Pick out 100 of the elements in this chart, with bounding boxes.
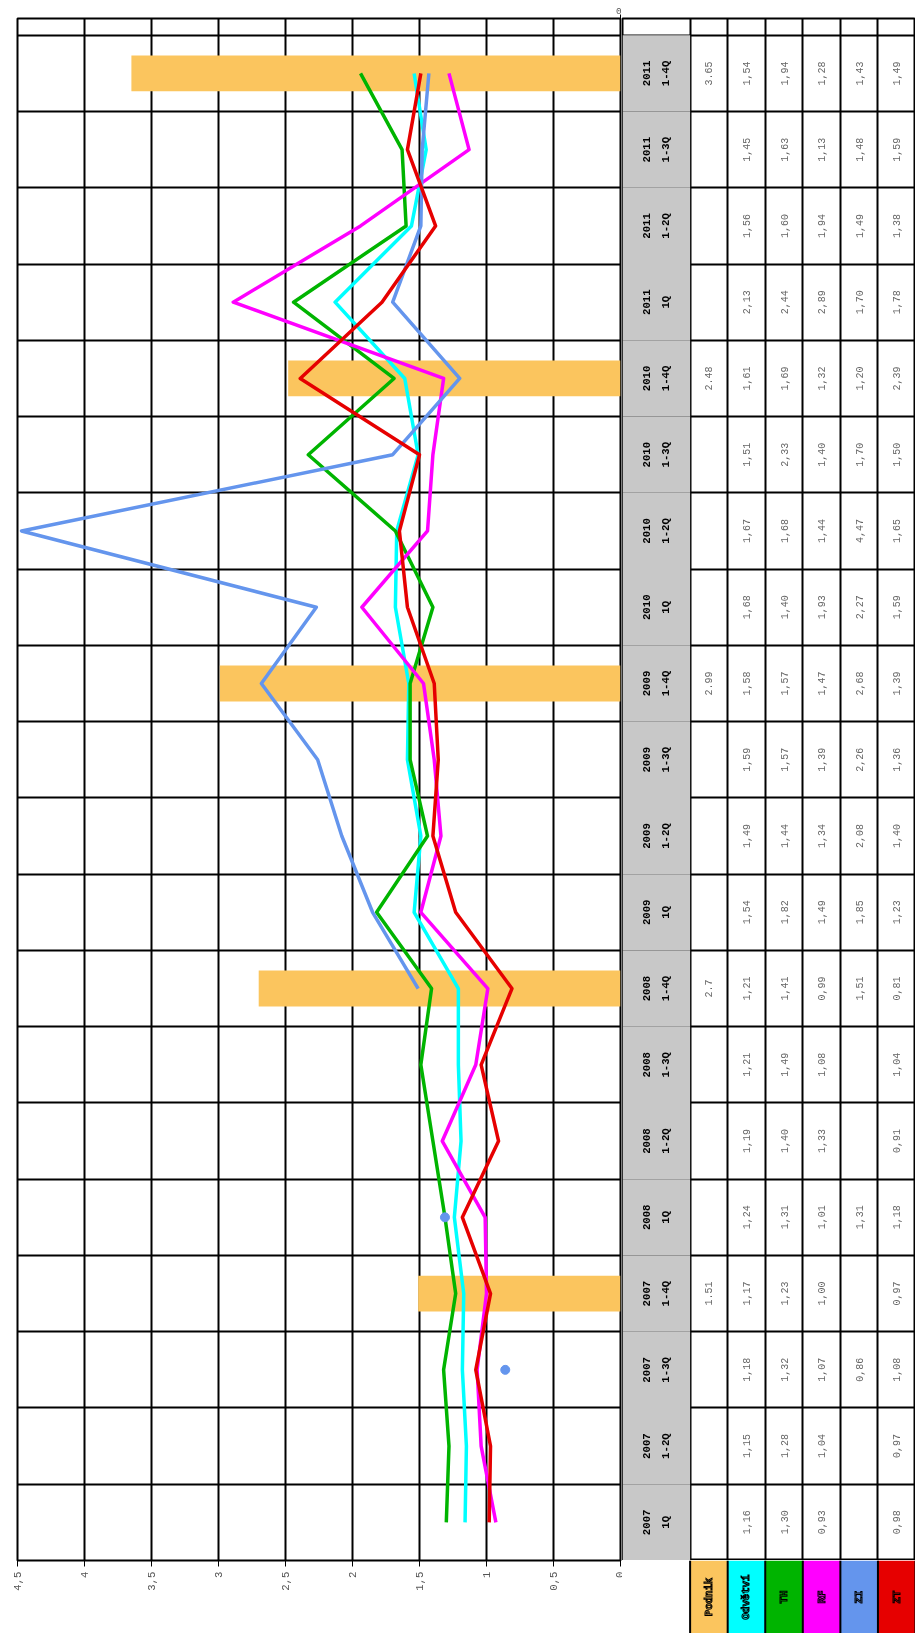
x-tick-label: 3	[213, 1571, 225, 1578]
data-label: 1,44	[779, 824, 791, 849]
y-tick-label: 2009 1Q	[640, 899, 672, 926]
x-tick-label: 2,5	[280, 1571, 292, 1591]
data-label: 1,23	[779, 1281, 791, 1306]
data-label: 1,08	[817, 1052, 829, 1077]
data-label: 1,04	[817, 1434, 829, 1459]
data-label: 2,68	[854, 671, 866, 696]
data-label: 1,30	[779, 1510, 791, 1535]
data-label: 1,94	[779, 61, 791, 86]
data-label: 2.99	[704, 671, 716, 696]
data-label: 2,13	[741, 290, 753, 315]
data-label: 1,40	[817, 442, 829, 467]
y-tick-label: 2009 1-4Q	[640, 670, 672, 697]
data-label: 0,91	[892, 1129, 904, 1154]
y-tick-label: 2008 1-2Q	[640, 1127, 672, 1154]
y-tick-label: 2011 1-3Q	[640, 136, 672, 163]
data-label: 2,89	[817, 290, 829, 315]
data-label: 1,49	[779, 1052, 791, 1077]
data-label: 2,26	[854, 747, 866, 772]
data-label: 1,36	[892, 747, 904, 772]
data-label: 1,28	[817, 61, 829, 86]
data-label: 2,08	[854, 824, 866, 849]
data-label: 1,18	[741, 1357, 753, 1382]
y-tick-label: 2011 1-4Q	[640, 60, 672, 87]
data-label: 1,04	[892, 1052, 904, 1077]
data-label: 2,33	[779, 442, 791, 467]
data-label: 2,44	[779, 290, 791, 315]
y-tick-label: 2008 1-4Q	[640, 975, 672, 1002]
data-label: 1,48	[854, 137, 866, 162]
data-label: 1,13	[817, 137, 829, 162]
x-tick-label: 1	[481, 1571, 493, 1578]
data-label: 1,28	[779, 1434, 791, 1459]
data-label: 1,38	[892, 213, 904, 238]
data-label: 1,61	[741, 366, 753, 391]
x-tick-label: 3,5	[146, 1571, 158, 1591]
data-label: 1,15	[741, 1434, 753, 1459]
data-label: 2.7	[704, 979, 716, 998]
data-label: 1,82	[779, 900, 791, 925]
x-tick-label: 2	[347, 1571, 359, 1578]
data-label: 1,24	[741, 1205, 753, 1230]
data-label: 3.65	[704, 61, 716, 86]
data-label: 0,97	[892, 1281, 904, 1306]
data-label: 2.48	[704, 366, 716, 391]
data-label: 1,23	[892, 900, 904, 925]
data-label: 1,31	[779, 1205, 791, 1230]
x-tick-label: 1,5	[414, 1571, 426, 1591]
data-label: 1,21	[741, 1052, 753, 1077]
data-label: 0,81	[892, 976, 904, 1001]
x-tick-label: 4,5	[12, 1571, 24, 1591]
data-label: 1,17	[741, 1281, 753, 1306]
y-tick-label: 2007 1Q	[640, 1509, 672, 1536]
data-label: 1,51	[854, 976, 866, 1001]
data-label: 1,40	[779, 595, 791, 620]
text: Odvětví	[740, 1574, 753, 1620]
data-label: 1,59	[892, 595, 904, 620]
data-label: 1,20	[854, 366, 866, 391]
data-label: 1,49	[854, 213, 866, 238]
data-label: 1,85	[854, 900, 866, 925]
data-label: 0,86	[854, 1357, 866, 1382]
y-tick-label: 2010 1-2Q	[640, 517, 672, 544]
data-label: 1,60	[779, 213, 791, 238]
data-label: 1,47	[817, 671, 829, 696]
data-label: 1,08	[892, 1357, 904, 1382]
data-label: 1,68	[779, 518, 791, 543]
data-label: 1,33	[817, 1129, 829, 1154]
text: ZT	[890, 1590, 903, 1604]
data-label: 1,49	[741, 824, 753, 849]
data-label: 1,94	[817, 213, 829, 238]
data-label: 4,47	[854, 518, 866, 543]
data-label: 1,40	[892, 824, 904, 849]
data-label: 1,67	[741, 518, 753, 543]
data-label: 2,39	[892, 366, 904, 391]
data-label: 1,45	[741, 137, 753, 162]
text: RF	[815, 1590, 828, 1604]
y-tick-label: 2010 1Q	[640, 594, 672, 621]
data-label: 1,18	[892, 1205, 904, 1230]
y-tick-label: 2011 1-2Q	[640, 212, 672, 239]
data-label: 1,39	[892, 671, 904, 696]
data-label: 1,58	[741, 671, 753, 696]
y-tick-label: 2007 1-2Q	[640, 1432, 672, 1459]
data-label: 1.51	[704, 1281, 716, 1306]
data-label: 1,50	[892, 442, 904, 467]
data-label: 1,31	[854, 1205, 866, 1230]
data-label: 0,97	[892, 1434, 904, 1459]
data-label: 1,32	[817, 366, 829, 391]
data-label: 1,59	[741, 747, 753, 772]
data-label: 1,07	[817, 1357, 829, 1382]
data-label: 1,16	[741, 1510, 753, 1535]
text: ZI	[853, 1590, 866, 1604]
x-tick-label: 0	[613, 1571, 626, 1578]
y-tick-label: 2011 1Q	[640, 289, 672, 315]
y-tick-label: 2008 1Q	[640, 1204, 672, 1231]
data-label: 1,54	[741, 61, 753, 86]
y-tick-label: 2007 1-4Q	[640, 1280, 672, 1307]
data-label: 1,70	[854, 290, 866, 315]
data-label: 1,00	[817, 1281, 829, 1306]
text: TH	[778, 1590, 791, 1604]
data-label: 0,98	[892, 1510, 904, 1535]
data-label: 1,43	[854, 61, 866, 86]
